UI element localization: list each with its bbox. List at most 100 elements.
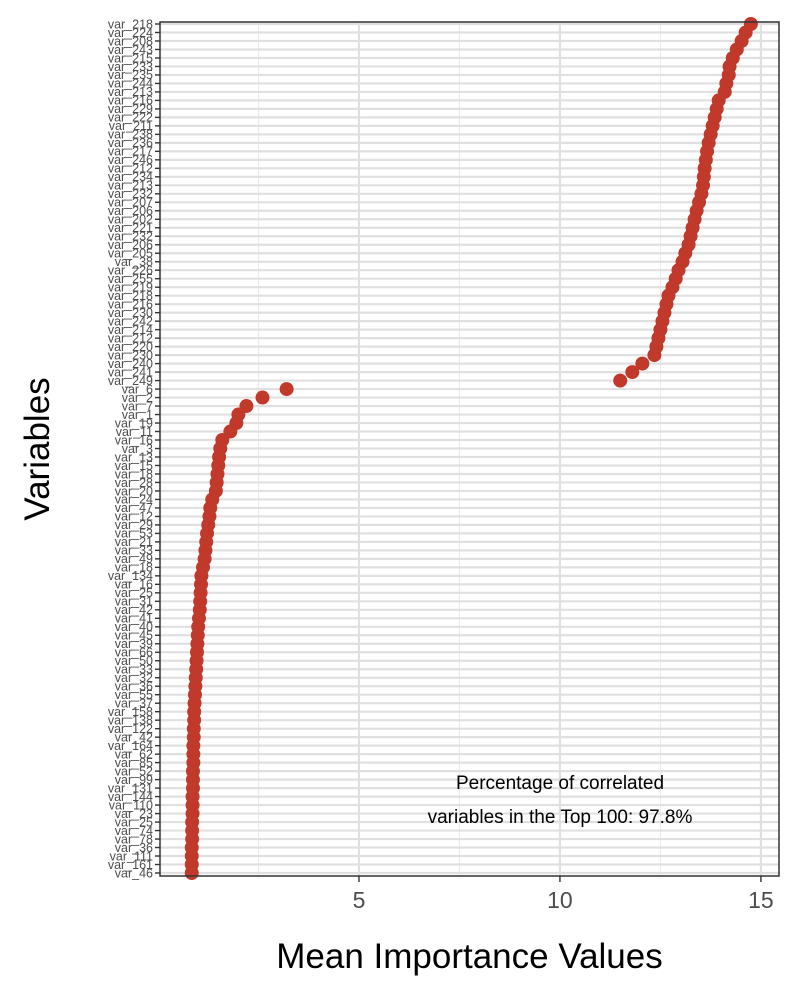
y-tick-label: var_220 <box>108 340 153 354</box>
y-tick-label: var_31 <box>115 595 153 609</box>
y-tick-label: var_249 <box>108 374 153 388</box>
y-tick-label: var_12 <box>115 510 153 524</box>
x-tick-label: 5 <box>353 887 366 913</box>
y-tick-label: var_230 <box>108 306 153 320</box>
y-tick-label: var_1 <box>122 408 153 422</box>
y-tick-label: var_229 <box>108 102 153 116</box>
y-tick-label: var_202 <box>108 213 153 227</box>
y-tick-label: var_244 <box>108 77 153 91</box>
y-tick-label: var_85 <box>115 756 153 770</box>
y-tick-label: var_242 <box>108 314 153 328</box>
y-axis-ticks: var_218var_224var_208var_243var_215var_2… <box>108 17 160 880</box>
y-tick-label: var_235 <box>108 68 153 82</box>
y-tick-label: var_24 <box>115 493 153 507</box>
y-tick-label: var_232 <box>108 187 153 201</box>
annotation-line-2: variables in the Top 100: 97.8% <box>428 807 693 828</box>
y-tick-label: var_50 <box>115 654 153 668</box>
data-point <box>184 866 199 880</box>
y-tick-label: var_232 <box>108 230 153 244</box>
y-tick-label: var_33 <box>115 663 153 677</box>
y-tick-label: var_78 <box>115 832 153 846</box>
y-tick-label: var_131 <box>108 781 153 795</box>
y-tick-label: var_158 <box>108 705 153 719</box>
y-tick-label: var_214 <box>108 323 153 337</box>
y-tick-label: var_39 <box>115 637 153 651</box>
y-tick-label: var_161 <box>108 858 153 872</box>
y-tick-label: var_23 <box>115 807 153 821</box>
y-tick-label: var_74 <box>115 824 153 838</box>
y-tick-label: var_52 <box>115 764 153 778</box>
y-tick-label: var_226 <box>108 264 153 278</box>
y-tick-label: var_18 <box>115 467 153 481</box>
y-tick-label: var_49 <box>115 552 153 566</box>
y-tick-label: var_138 <box>108 713 153 727</box>
y-tick-label: var_45 <box>115 629 153 643</box>
y-tick-label: var_122 <box>108 722 153 736</box>
y-tick-label: var_208 <box>108 34 153 48</box>
y-tick-label: var_221 <box>108 221 153 235</box>
y-tick-label: var_233 <box>108 60 153 74</box>
y-tick-label: var_236 <box>108 136 153 150</box>
y-tick-label: var_216 <box>108 94 153 108</box>
y-tick-label: var_38 <box>115 255 153 269</box>
y-tick-label: var_212 <box>108 331 153 345</box>
x-tick-label: 15 <box>748 887 774 913</box>
y-tick-label: var_207 <box>108 196 153 210</box>
y-tick-label: var_46 <box>115 866 153 880</box>
y-tick-label: var_216 <box>108 297 153 311</box>
y-tick-label: var_219 <box>108 280 153 294</box>
y-tick-label: var_110 <box>109 798 153 812</box>
data-point <box>279 382 294 397</box>
y-tick-label: var_243 <box>108 43 153 57</box>
y-tick-label: var_3 <box>122 442 153 456</box>
y-tick-label: var_241 <box>108 365 153 379</box>
y-tick-label: var_11 <box>116 425 153 439</box>
y-tick-label: var_42 <box>115 603 153 617</box>
y-tick-label: var_213 <box>108 179 153 193</box>
y-tick-label: var_16 <box>115 433 153 447</box>
y-tick-label: var_6 <box>122 382 153 396</box>
y-tick-label: var_33 <box>115 544 153 558</box>
y-tick-label: var_36 <box>115 680 153 694</box>
y-tick-label: var_13 <box>115 450 153 464</box>
x-axis-ticks: 5 10 15 <box>353 876 774 913</box>
y-tick-label: var_53 <box>115 527 153 541</box>
x-axis-title: Mean Importance Values <box>276 937 663 976</box>
y-tick-label: var_211 <box>109 119 153 133</box>
y-tick-label: var_66 <box>115 646 153 660</box>
y-tick-label: var_25 <box>115 815 153 829</box>
annotation-line-1: Percentage of correlated <box>456 773 664 794</box>
y-tick-label: var_28 <box>115 476 153 490</box>
data-point <box>647 348 662 363</box>
y-tick-label: var_217 <box>108 145 153 159</box>
data-point <box>613 373 628 388</box>
y-tick-label: var_41 <box>115 612 153 626</box>
y-tick-label: var_18 <box>115 561 153 575</box>
y-tick-label: var_2 <box>122 391 153 405</box>
y-tick-label: var_111 <box>110 849 153 863</box>
y-tick-label: var_42 <box>115 730 153 744</box>
y-tick-label: var_21 <box>115 535 153 549</box>
data-point <box>625 365 640 380</box>
data-point <box>255 390 270 405</box>
y-tick-label: var_36 <box>115 841 153 855</box>
y-tick-label: var_25 <box>115 586 153 600</box>
y-tick-label: var_144 <box>108 790 153 804</box>
y-tick-label: var_164 <box>108 739 153 753</box>
y-tick-label: var_246 <box>108 153 153 167</box>
y-tick-label: var_62 <box>115 747 153 761</box>
y-tick-label: var_218 <box>108 17 153 31</box>
y-tick-label: var_230 <box>108 348 153 362</box>
y-tick-label: var_222 <box>108 111 153 125</box>
y-tick-label: var_134 <box>108 569 153 583</box>
y-tick-label: var_16 <box>115 578 153 592</box>
y-tick-label: var_19 <box>115 416 153 430</box>
y-tick-label: var_218 <box>108 289 153 303</box>
y-tick-label: var_255 <box>108 272 153 286</box>
y-tick-label: var_7 <box>122 399 153 413</box>
y-tick-label: var_206 <box>108 238 153 252</box>
y-tick-label: var_238 <box>108 128 153 142</box>
data-points <box>184 17 758 880</box>
y-tick-label: var_206 <box>108 204 153 218</box>
